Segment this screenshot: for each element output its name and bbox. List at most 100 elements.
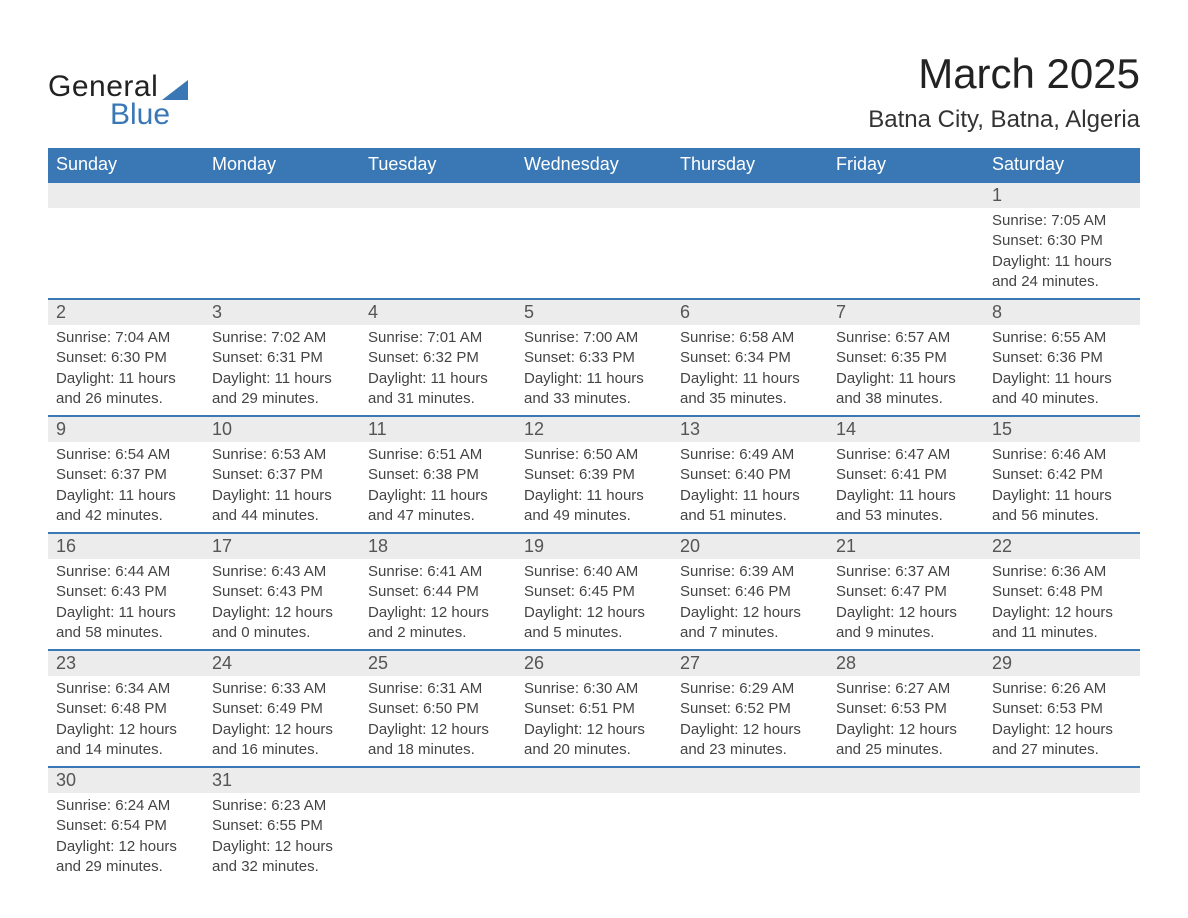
day-number-cell: 18 <box>360 533 516 559</box>
day-number-cell: 3 <box>204 299 360 325</box>
dl1-text: Daylight: 12 hours <box>680 720 820 740</box>
dl2-text: and 14 minutes. <box>56 740 196 760</box>
sunrise-text: Sunrise: 6:49 AM <box>680 445 820 465</box>
day-number: 17 <box>212 536 232 556</box>
day-number: 11 <box>368 419 387 439</box>
dl1-text: Daylight: 11 hours <box>992 486 1132 506</box>
day-detail-cell <box>672 793 828 883</box>
dl2-text: and 7 minutes. <box>680 623 820 643</box>
dl2-text: and 18 minutes. <box>368 740 508 760</box>
sunset-text: Sunset: 6:36 PM <box>992 348 1132 368</box>
day-number: 2 <box>56 302 66 322</box>
dl2-text: and 40 minutes. <box>992 389 1132 409</box>
sunrise-text: Sunrise: 6:54 AM <box>56 445 196 465</box>
day-number-cell: 2 <box>48 299 204 325</box>
day-detail-cell: Sunrise: 6:40 AMSunset: 6:45 PMDaylight:… <box>516 559 672 650</box>
day-number-cell: 13 <box>672 416 828 442</box>
sunset-text: Sunset: 6:50 PM <box>368 699 508 719</box>
day-number: 8 <box>992 302 1002 322</box>
day-detail-cell <box>360 793 516 883</box>
weekday-header: Friday <box>828 148 984 182</box>
dl2-text: and 25 minutes. <box>836 740 976 760</box>
day-number-cell <box>360 182 516 208</box>
day-number-cell: 19 <box>516 533 672 559</box>
day-detail-cell <box>828 793 984 883</box>
sunset-text: Sunset: 6:55 PM <box>212 816 352 836</box>
day-detail-cell: Sunrise: 6:39 AMSunset: 6:46 PMDaylight:… <box>672 559 828 650</box>
day-number: 25 <box>368 653 388 673</box>
sunrise-text: Sunrise: 6:46 AM <box>992 445 1132 465</box>
day-detail-cell: Sunrise: 6:49 AMSunset: 6:40 PMDaylight:… <box>672 442 828 533</box>
day-number-cell: 21 <box>828 533 984 559</box>
daynum-row: 16171819202122 <box>48 533 1140 559</box>
day-detail-cell: Sunrise: 6:26 AMSunset: 6:53 PMDaylight:… <box>984 676 1140 767</box>
weekday-header: Sunday <box>48 148 204 182</box>
day-number: 5 <box>524 302 534 322</box>
sunset-text: Sunset: 6:42 PM <box>992 465 1132 485</box>
day-detail-cell: Sunrise: 6:24 AMSunset: 6:54 PMDaylight:… <box>48 793 204 883</box>
day-number-cell <box>828 182 984 208</box>
sunset-text: Sunset: 6:44 PM <box>368 582 508 602</box>
dl2-text: and 49 minutes. <box>524 506 664 526</box>
day-number: 3 <box>212 302 222 322</box>
logo-word-2: Blue <box>110 98 188 132</box>
daynum-row: 23242526272829 <box>48 650 1140 676</box>
sunrise-text: Sunrise: 6:24 AM <box>56 796 196 816</box>
dl2-text: and 35 minutes. <box>680 389 820 409</box>
dl2-text: and 0 minutes. <box>212 623 352 643</box>
day-detail-cell: Sunrise: 7:01 AMSunset: 6:32 PMDaylight:… <box>360 325 516 416</box>
dl1-text: Daylight: 12 hours <box>368 603 508 623</box>
day-number-cell <box>672 767 828 793</box>
day-detail-cell: Sunrise: 6:43 AMSunset: 6:43 PMDaylight:… <box>204 559 360 650</box>
sunset-text: Sunset: 6:30 PM <box>56 348 196 368</box>
dl2-text: and 11 minutes. <box>992 623 1132 643</box>
day-detail-cell: Sunrise: 6:51 AMSunset: 6:38 PMDaylight:… <box>360 442 516 533</box>
day-detail-cell: Sunrise: 6:53 AMSunset: 6:37 PMDaylight:… <box>204 442 360 533</box>
dl1-text: Daylight: 12 hours <box>524 720 664 740</box>
dl1-text: Daylight: 11 hours <box>836 486 976 506</box>
dl1-text: Daylight: 12 hours <box>836 720 976 740</box>
dl2-text: and 9 minutes. <box>836 623 976 643</box>
day-number-cell: 23 <box>48 650 204 676</box>
weekday-header-row: Sunday Monday Tuesday Wednesday Thursday… <box>48 148 1140 182</box>
sunset-text: Sunset: 6:53 PM <box>992 699 1132 719</box>
dl1-text: Daylight: 11 hours <box>836 369 976 389</box>
sunset-text: Sunset: 6:32 PM <box>368 348 508 368</box>
sunset-text: Sunset: 6:41 PM <box>836 465 976 485</box>
day-number: 1 <box>992 185 1002 205</box>
daynum-row: 2345678 <box>48 299 1140 325</box>
daynum-row: 1 <box>48 182 1140 208</box>
sunset-text: Sunset: 6:48 PM <box>992 582 1132 602</box>
dl2-text: and 23 minutes. <box>680 740 820 760</box>
sunrise-text: Sunrise: 6:37 AM <box>836 562 976 582</box>
day-detail-cell: Sunrise: 7:02 AMSunset: 6:31 PMDaylight:… <box>204 325 360 416</box>
day-detail-cell: Sunrise: 6:46 AMSunset: 6:42 PMDaylight:… <box>984 442 1140 533</box>
dl1-text: Daylight: 12 hours <box>56 720 196 740</box>
day-number-cell: 5 <box>516 299 672 325</box>
day-number: 22 <box>992 536 1012 556</box>
sunset-text: Sunset: 6:48 PM <box>56 699 196 719</box>
dl2-text: and 53 minutes. <box>836 506 976 526</box>
dl2-text: and 2 minutes. <box>368 623 508 643</box>
dl1-text: Daylight: 11 hours <box>524 486 664 506</box>
day-number-cell: 8 <box>984 299 1140 325</box>
dl1-text: Daylight: 11 hours <box>992 252 1132 272</box>
day-number: 10 <box>212 419 232 439</box>
dl1-text: Daylight: 12 hours <box>836 603 976 623</box>
sunrise-text: Sunrise: 6:39 AM <box>680 562 820 582</box>
sunset-text: Sunset: 6:49 PM <box>212 699 352 719</box>
day-detail-cell: Sunrise: 6:31 AMSunset: 6:50 PMDaylight:… <box>360 676 516 767</box>
day-detail-cell: Sunrise: 6:34 AMSunset: 6:48 PMDaylight:… <box>48 676 204 767</box>
day-number-cell: 9 <box>48 416 204 442</box>
dl2-text: and 42 minutes. <box>56 506 196 526</box>
day-number: 19 <box>524 536 544 556</box>
day-detail-cell: Sunrise: 6:41 AMSunset: 6:44 PMDaylight:… <box>360 559 516 650</box>
dl1-text: Daylight: 11 hours <box>680 486 820 506</box>
day-detail-cell: Sunrise: 6:30 AMSunset: 6:51 PMDaylight:… <box>516 676 672 767</box>
day-number-cell: 17 <box>204 533 360 559</box>
day-detail-cell <box>48 208 204 299</box>
day-number: 23 <box>56 653 76 673</box>
day-number-cell <box>984 767 1140 793</box>
day-number: 9 <box>56 419 66 439</box>
sunrise-text: Sunrise: 6:41 AM <box>368 562 508 582</box>
